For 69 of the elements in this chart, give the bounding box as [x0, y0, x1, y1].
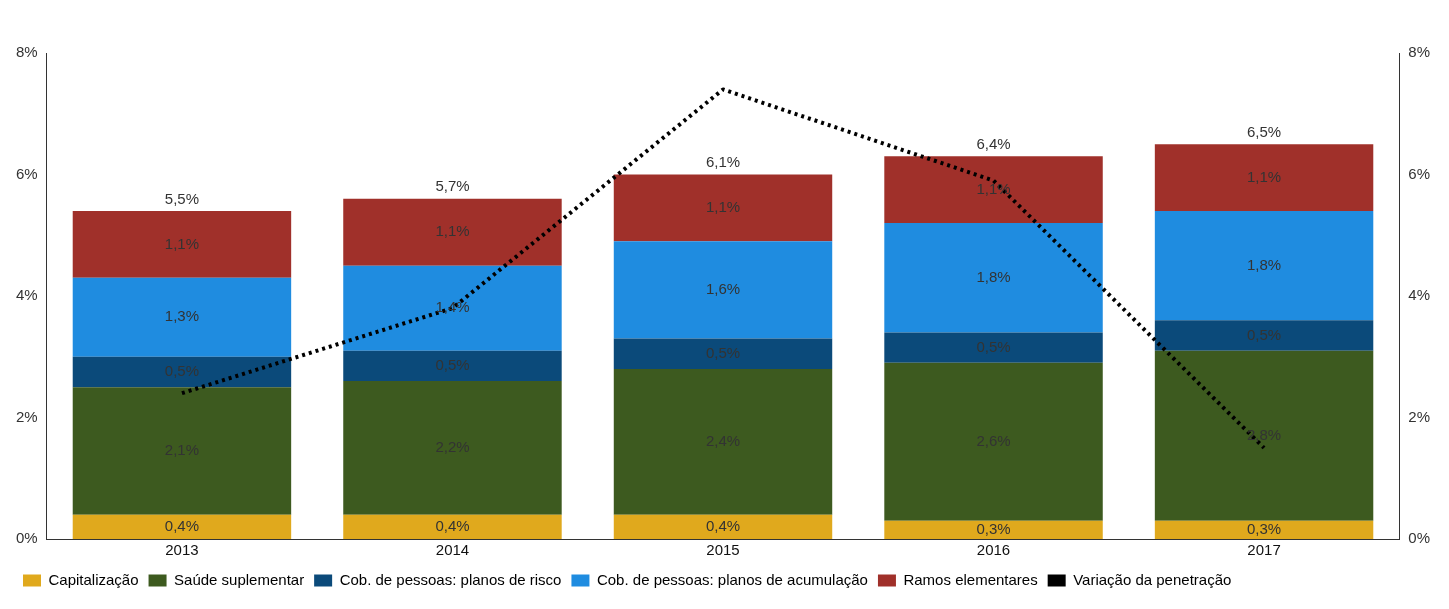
bar — [884, 520, 1103, 539]
data-label: 1,6% — [705, 280, 741, 298]
y-tick-label: 2% — [15, 407, 38, 425]
data-label: 1,8% — [976, 267, 1011, 285]
y2-tick-label: 6% — [1408, 164, 1431, 182]
bar — [1154, 520, 1374, 539]
bar — [613, 241, 833, 339]
total-label: 6,5% — [1246, 122, 1282, 140]
data-label: 1,1% — [164, 234, 200, 252]
bar — [884, 362, 1103, 521]
bar — [343, 198, 562, 266]
y-tick-label: 8% — [15, 43, 38, 61]
x-tick-label: 2013 — [165, 541, 199, 559]
y-tick-label: 4% — [15, 286, 38, 304]
x-tick-label: 2017 — [1247, 541, 1281, 559]
x-tick-label: 2016 — [976, 541, 1011, 559]
data-label: 0,5% — [1246, 325, 1282, 343]
y-tick-label: 6% — [15, 164, 38, 182]
total-label: 5,7% — [435, 177, 470, 195]
bar — [343, 514, 562, 539]
bar — [1154, 144, 1374, 211]
data-label: 0,4% — [705, 516, 741, 534]
legend-label: Variação da penetração — [1073, 570, 1232, 588]
data-label: 0,5% — [976, 337, 1011, 355]
data-label: 1,1% — [1246, 167, 1282, 185]
bar — [884, 332, 1103, 363]
total-label: 5,5% — [164, 189, 200, 207]
bar — [72, 277, 292, 357]
bar — [1154, 350, 1374, 521]
bar — [72, 210, 292, 278]
bar — [343, 265, 562, 351]
bar — [884, 156, 1103, 224]
total-label: 6,4% — [976, 134, 1011, 152]
bar — [72, 514, 292, 539]
data-label: 0,4% — [164, 516, 200, 534]
y2-tick-label: 4% — [1408, 286, 1431, 304]
y2-tick-label: 0% — [1408, 529, 1431, 547]
y2-tick-label: 8% — [1408, 43, 1431, 61]
data-label: 0,3% — [1246, 520, 1282, 538]
legend-label: Saúde suplementar — [174, 570, 305, 588]
legend-label: Capitalização — [48, 570, 139, 588]
data-label: 0,3% — [976, 520, 1011, 538]
data-label: 0,5% — [435, 356, 470, 373]
bar — [613, 368, 833, 515]
bar — [72, 387, 292, 515]
data-label: 0,5% — [705, 343, 741, 361]
data-label: 0,4% — [435, 516, 470, 534]
legend-label: Cob. de pessoas: planos de acumulação — [596, 570, 868, 588]
legend-label: Cob. de pessoas: planos de risco — [339, 570, 562, 588]
total-label: 6,1% — [705, 153, 741, 171]
bar — [884, 223, 1103, 333]
data-label: 1,8% — [1246, 255, 1282, 273]
bar — [343, 381, 562, 515]
x-tick-label: 2015 — [706, 541, 740, 559]
legend-label: Ramos elementares — [903, 570, 1038, 588]
bar — [343, 350, 562, 382]
y2-tick-label: 2% — [1408, 407, 1431, 425]
bar — [613, 514, 833, 539]
bar — [72, 356, 292, 388]
bar — [613, 174, 833, 242]
data-label: 0,5% — [164, 362, 200, 380]
bar — [1154, 210, 1374, 321]
bar — [613, 338, 833, 369]
bar — [1154, 320, 1374, 351]
data-label: 1,1% — [435, 222, 470, 240]
data-label: 1,3% — [164, 307, 200, 325]
x-tick-label: 2014 — [435, 541, 470, 559]
data-label: 1,1% — [705, 198, 741, 216]
y-tick-label: 0% — [15, 529, 38, 547]
